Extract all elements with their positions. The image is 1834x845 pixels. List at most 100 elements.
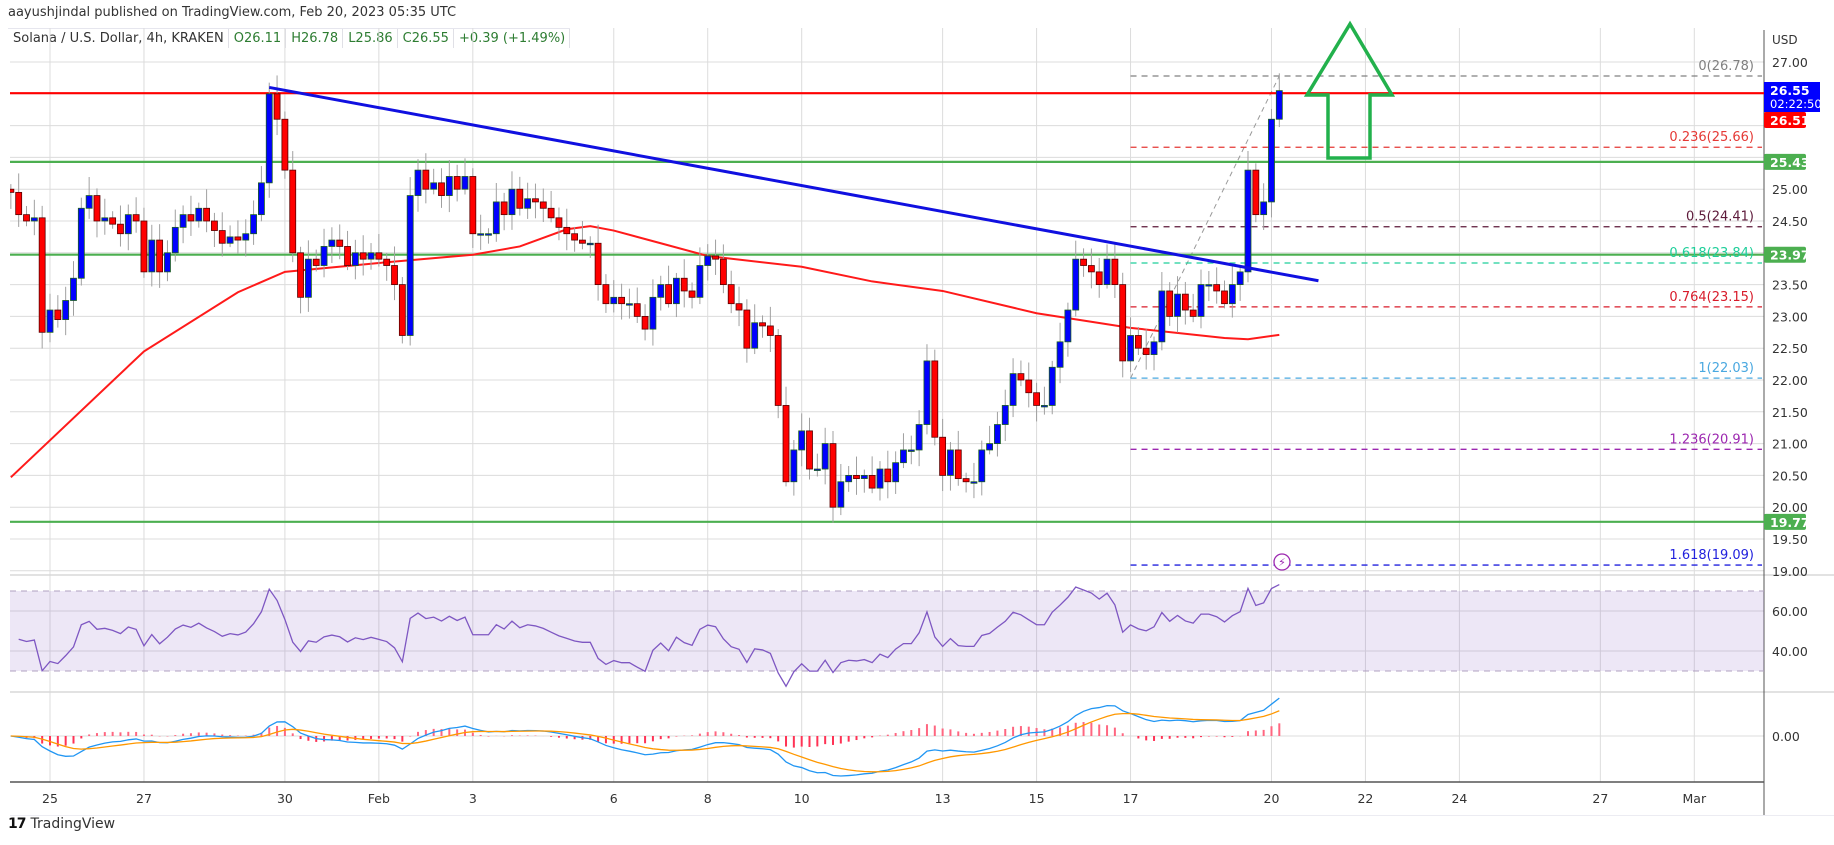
candle [860, 469, 868, 493]
candle-down [1252, 169, 1260, 216]
candle-down [735, 303, 743, 311]
macd-line [10, 697, 1280, 777]
candle [892, 451, 900, 494]
price-tick-label: 22.00 [1772, 373, 1808, 388]
legend-change: +0.39 (+1.49%) [454, 29, 571, 49]
legend-symbol[interactable]: Solana / U.S. Dollar, 4h, KRAKEN [8, 29, 229, 49]
candle-down [1033, 392, 1040, 406]
candle [657, 275, 665, 311]
candle-down [336, 239, 344, 247]
candle-up [876, 468, 884, 489]
candle [195, 202, 203, 228]
candle-up [798, 430, 806, 451]
candle-down [853, 474, 860, 479]
candle [618, 283, 625, 320]
time-tick-label: 17 [1123, 791, 1139, 806]
candle [516, 176, 524, 216]
candle [1252, 163, 1260, 223]
legend-low: L25.86 [343, 29, 398, 49]
candle [211, 212, 218, 247]
bottom-border [10, 815, 1834, 816]
price-tick-label: 23.00 [1772, 309, 1808, 324]
candle [164, 240, 171, 282]
candle-up [923, 360, 931, 425]
fib-level-label: 0.618(23.84) [1669, 246, 1754, 261]
candle [101, 198, 109, 235]
candle-up [1268, 118, 1275, 203]
candle [1189, 293, 1197, 323]
last-price-badge [1764, 82, 1820, 112]
candle [70, 261, 77, 316]
candle-down [516, 188, 524, 209]
candle [954, 430, 962, 486]
price-chart[interactable]: 0(26.78) 0.236(25.66) 0.5(24.41) 0.618(23.8… [0, 0, 1834, 816]
candle-down [398, 284, 406, 336]
symbol-legend: Solana / U.S. Dollar, 4h, KRAKEN O26.11 … [8, 28, 571, 49]
fib-trend-line [1130, 75, 1280, 379]
candle [1127, 317, 1134, 372]
candle [258, 166, 265, 222]
candle-up [101, 217, 109, 222]
candle [813, 453, 821, 477]
candle [571, 226, 579, 252]
price-tick-label: 19.00 [1772, 564, 1808, 579]
candle [500, 192, 508, 231]
fib-level-label: 1.236(20.91) [1669, 432, 1754, 447]
fib-level-label: 0(26.78) [1698, 59, 1754, 74]
candle [900, 433, 907, 469]
candle-up [751, 322, 759, 349]
candle-down [297, 252, 304, 298]
candle [289, 151, 297, 263]
price-tick-label: 21.50 [1772, 405, 1808, 420]
candle [1228, 266, 1236, 318]
time-tick-label: 27 [1592, 791, 1608, 806]
candle-up [610, 296, 618, 305]
candle [524, 182, 532, 219]
candle-up [821, 443, 829, 470]
candle [117, 205, 124, 247]
candle-down [547, 207, 555, 219]
candle [383, 252, 391, 281]
candle [1048, 360, 1056, 415]
candle [344, 230, 351, 271]
candle-down [555, 217, 563, 228]
candle [633, 287, 641, 323]
candle [626, 288, 633, 319]
candle-down [312, 258, 320, 266]
candle [970, 462, 978, 499]
candle [445, 159, 453, 213]
candle [610, 280, 618, 313]
candle-down [719, 258, 727, 286]
price-tick-label: 21.00 [1772, 437, 1808, 452]
candle [430, 168, 438, 195]
candle-down [383, 258, 391, 266]
candle-up [845, 474, 853, 483]
trendline [268, 85, 1319, 283]
candle-down [766, 325, 774, 336]
tradingview-logo[interactable]: 17 TradingView [8, 816, 115, 832]
candle [485, 228, 492, 244]
candle [187, 195, 195, 236]
candle-up [258, 182, 265, 216]
candle [156, 224, 164, 288]
candle [766, 306, 774, 353]
candle [132, 197, 140, 233]
candle-down [571, 233, 579, 241]
currency-label: USD [1772, 33, 1798, 47]
candle [304, 240, 312, 312]
candle-down [962, 478, 970, 483]
candle [140, 207, 148, 278]
candle [868, 456, 876, 494]
candle [1087, 248, 1095, 289]
candle [1260, 183, 1268, 230]
price-tick-label: 20.50 [1772, 468, 1808, 483]
candle [790, 440, 798, 496]
candle-up [508, 188, 516, 216]
candle [46, 293, 54, 343]
candle [398, 277, 406, 344]
candle-down [54, 309, 62, 320]
candle [1064, 302, 1072, 357]
candle-up [1041, 405, 1048, 408]
candle [1017, 360, 1025, 387]
candle [1181, 281, 1189, 325]
